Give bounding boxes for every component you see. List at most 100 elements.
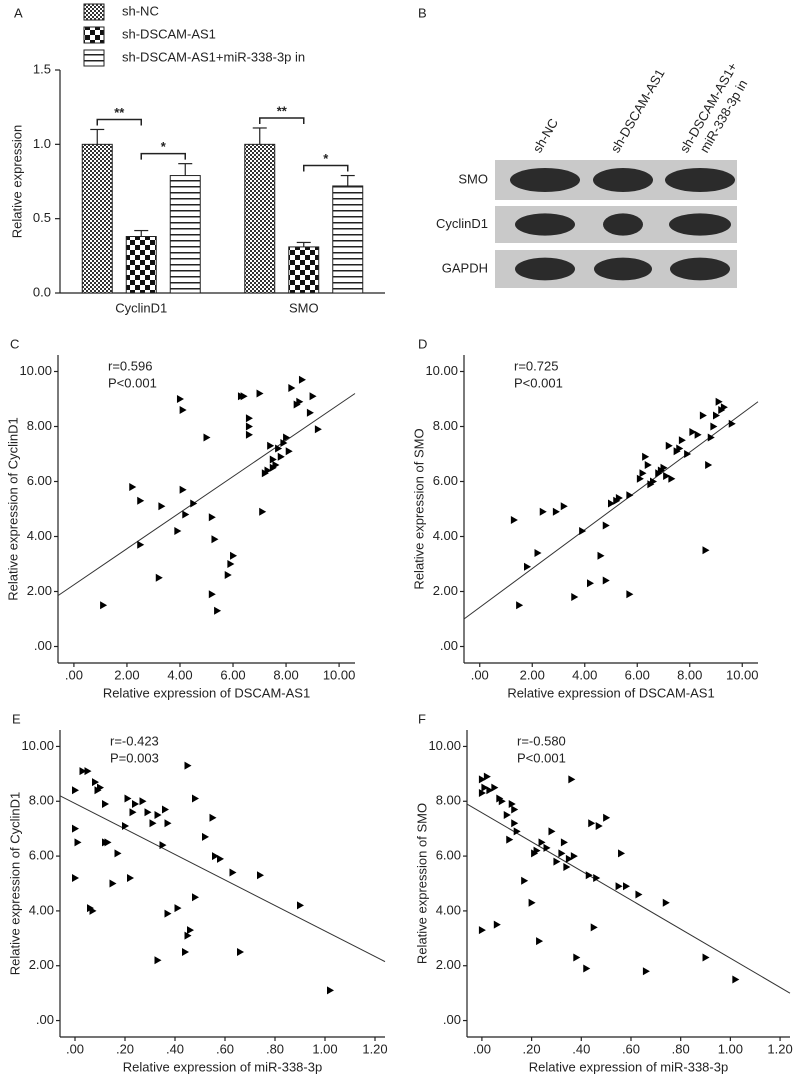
point xyxy=(257,871,264,880)
point xyxy=(583,964,591,973)
x-tick-label: 6.00 xyxy=(220,667,245,682)
significance-label: ** xyxy=(114,105,125,120)
blot-band xyxy=(670,257,730,281)
x-axis-label: Relative expression of DSCAM-AS1 xyxy=(103,685,310,700)
panel-letter: E xyxy=(12,711,21,726)
x-tick-label: .20 xyxy=(523,1041,541,1056)
point xyxy=(211,535,219,544)
point xyxy=(144,808,152,817)
point xyxy=(565,854,573,863)
point xyxy=(269,455,277,464)
point xyxy=(72,874,79,883)
y-tick-label: 4.00 xyxy=(29,902,54,917)
point xyxy=(285,447,293,456)
point xyxy=(552,507,560,516)
stat-label: r=-0.580 xyxy=(517,733,566,748)
point xyxy=(710,422,718,431)
point xyxy=(114,849,122,858)
point xyxy=(164,819,172,828)
y-axis-label: Relative expression xyxy=(9,125,24,238)
blot-band xyxy=(603,213,643,236)
fit-line xyxy=(57,393,356,597)
point xyxy=(245,414,253,423)
point xyxy=(528,898,536,907)
point xyxy=(573,953,581,962)
point xyxy=(676,444,684,453)
x-tick-label: 4.00 xyxy=(167,667,192,682)
point xyxy=(224,571,232,579)
x-tick-label: 2.00 xyxy=(114,667,139,682)
stat-label: P<0.001 xyxy=(514,375,563,390)
y-tick-label: 8.00 xyxy=(436,793,461,808)
point xyxy=(732,975,740,984)
point xyxy=(89,906,97,915)
point xyxy=(593,874,601,883)
point xyxy=(264,466,272,475)
point xyxy=(139,797,147,806)
stat-label: P<0.001 xyxy=(517,750,566,765)
y-tick-label: 10.00 xyxy=(21,738,54,753)
y-tick-label: 6.00 xyxy=(436,848,461,863)
point xyxy=(245,430,253,439)
point xyxy=(184,761,192,770)
point xyxy=(524,562,531,571)
y-axis-label: Relative expression of SMO xyxy=(414,803,429,964)
point xyxy=(296,397,304,406)
y-tick-label: 1.5 xyxy=(33,61,51,76)
significance-bracket xyxy=(140,152,186,160)
point xyxy=(689,428,697,436)
point xyxy=(728,419,736,428)
point xyxy=(327,986,334,995)
row-label: GAPDH xyxy=(442,260,488,275)
x-tick-label: .80 xyxy=(266,1041,284,1056)
point xyxy=(129,808,137,817)
y-tick-label: 2.00 xyxy=(436,957,461,972)
point xyxy=(486,786,494,795)
point xyxy=(176,395,184,403)
point xyxy=(636,474,644,483)
point xyxy=(272,461,280,469)
y-tick-label: 2.00 xyxy=(433,583,458,598)
x-tick-label: 1.00 xyxy=(718,1041,743,1056)
row-label: CyclinD1 xyxy=(436,216,488,231)
bar xyxy=(81,143,113,294)
point xyxy=(694,430,702,439)
blot-band xyxy=(665,168,735,192)
panel-letter: B xyxy=(418,5,427,20)
point xyxy=(127,874,134,883)
point xyxy=(626,491,634,500)
point xyxy=(212,852,219,861)
lane-label: sh-NC xyxy=(530,116,561,155)
point xyxy=(705,461,713,469)
x-tick-label: CyclinD1 xyxy=(115,300,167,315)
point xyxy=(192,794,199,803)
point xyxy=(563,863,571,872)
y-tick-label: 6.00 xyxy=(27,473,52,488)
point xyxy=(521,876,529,885)
point xyxy=(533,846,541,855)
panel-letter: F xyxy=(418,711,426,726)
point xyxy=(513,827,521,836)
point xyxy=(154,956,162,965)
point xyxy=(306,408,314,417)
x-tick-label: .20 xyxy=(116,1041,134,1056)
legend-label: sh-DSCAM-AS1 xyxy=(122,26,216,41)
point xyxy=(214,606,222,615)
point xyxy=(702,953,710,962)
point xyxy=(227,560,235,568)
x-tick-label: 4.00 xyxy=(572,667,597,682)
significance-label: * xyxy=(323,151,329,166)
point xyxy=(568,775,576,784)
point xyxy=(570,852,578,861)
x-tick-label: 2.00 xyxy=(520,667,545,682)
point xyxy=(174,904,182,913)
y-tick-label: 4.00 xyxy=(436,902,461,917)
x-tick-label: .60 xyxy=(622,1041,640,1056)
x-tick-label: .40 xyxy=(166,1041,184,1056)
point xyxy=(92,778,99,787)
point xyxy=(309,392,317,401)
point xyxy=(713,411,720,420)
lane-label: sh-DSCAM-AS1 xyxy=(608,66,668,155)
x-axis-label: Relative expression of DSCAM-AS1 xyxy=(507,685,714,700)
x-tick-label: .40 xyxy=(572,1041,590,1056)
